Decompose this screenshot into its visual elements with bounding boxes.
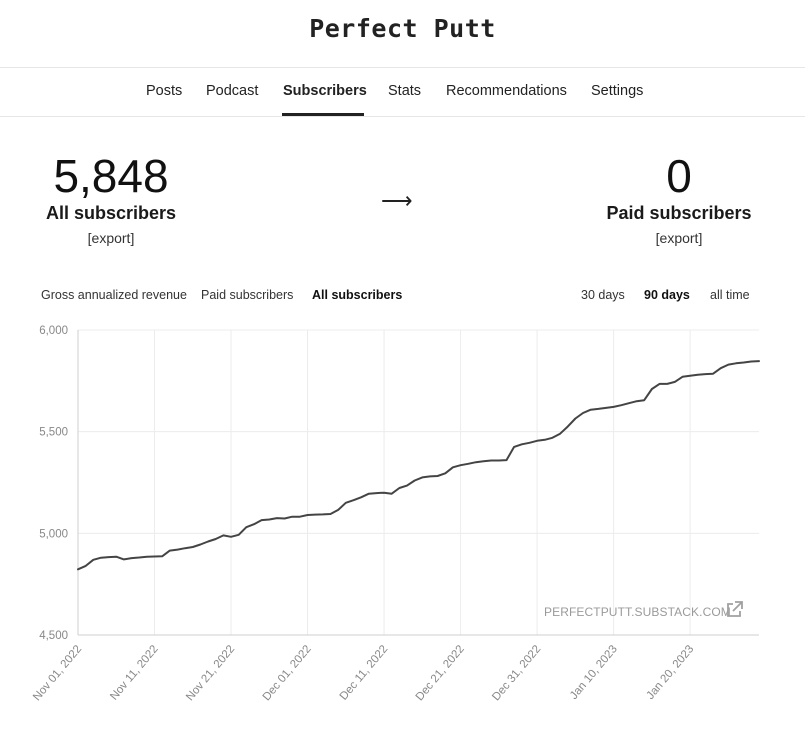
- range-30-days[interactable]: 30 days: [581, 288, 625, 302]
- export-all-link[interactable]: [export]: [87, 230, 135, 246]
- external-link-icon[interactable]: [724, 600, 744, 620]
- subscribers-series-line: [77, 360, 760, 571]
- x-tick-label: Jan 10, 2023: [568, 643, 620, 702]
- y-tick-label: 5,500: [39, 427, 68, 439]
- x-tick-label: Dec 01, 2022: [261, 643, 314, 703]
- range-all-time[interactable]: all time: [710, 288, 750, 302]
- tab-all-subscribers[interactable]: All subscribers: [312, 288, 403, 302]
- export-paid-link[interactable]: [export]: [655, 230, 703, 246]
- substack-url-watermark[interactable]: PERFECTPUTT.SUBSTACK.COM: [544, 605, 731, 619]
- x-tick-label: Jan 20, 2023: [644, 643, 696, 702]
- all-subscribers-count: 5,848: [53, 150, 169, 202]
- nav-recommendations[interactable]: Recommendations: [446, 83, 567, 99]
- nav-posts[interactable]: Posts: [146, 83, 183, 99]
- all-subscribers-label: All subscribers: [45, 203, 177, 223]
- x-tick-label: Dec 11, 2022: [338, 643, 391, 702]
- tab-gross-revenue[interactable]: Gross annualized revenue: [41, 288, 187, 302]
- site-header: Perfect Putt: [0, 0, 805, 68]
- nav-settings[interactable]: Settings: [591, 83, 644, 99]
- x-tick-label: Dec 21, 2022: [414, 643, 467, 703]
- y-tick-label: 6,000: [39, 325, 68, 337]
- range-90-days[interactable]: 90 days: [644, 288, 690, 302]
- x-tick-label: Nov 21, 2022: [184, 643, 237, 703]
- tab-paid-subscribers[interactable]: Paid subscribers: [201, 288, 294, 302]
- paid-subscribers-stat: 0 Paid subscribers [export]: [579, 153, 779, 246]
- nav-podcast[interactable]: Podcast: [206, 83, 259, 99]
- arrow-right-icon: ⟶: [381, 188, 413, 213]
- nav-subscribers[interactable]: Subscribers: [283, 83, 367, 99]
- publication-title: Perfect Putt: [309, 14, 496, 43]
- x-tick-label: Nov 01, 2022: [31, 643, 84, 703]
- x-tick-label: Nov 11, 2022: [108, 643, 161, 702]
- dashboard-nav: Posts Podcast Subscribers Stats Recommen…: [0, 67, 805, 117]
- paid-subscribers-count: 0: [666, 150, 692, 202]
- nav-stats[interactable]: Stats: [388, 83, 422, 99]
- x-tick-label: Dec 31, 2022: [490, 643, 543, 703]
- y-tick-label: 5,000: [39, 528, 68, 540]
- all-subscribers-stat: 5,848 All subscribers [export]: [11, 153, 211, 246]
- paid-subscribers-label: Paid subscribers: [606, 203, 752, 223]
- active-tab-indicator: [282, 113, 364, 116]
- y-tick-label: 4,500: [39, 630, 68, 642]
